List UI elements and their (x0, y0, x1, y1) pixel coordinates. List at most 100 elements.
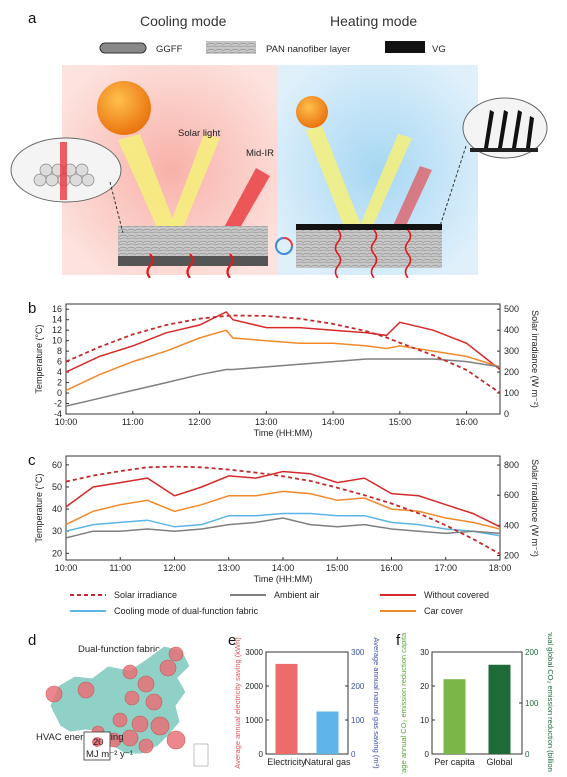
y-left-tick-label: 8 (57, 346, 62, 356)
mid-ir-label: Mid-IR (246, 148, 274, 159)
solar-beam-heating-3 (392, 166, 432, 230)
y-left-tick-label: 4 (57, 367, 62, 377)
y-left-tick-label: 10 (52, 336, 62, 346)
y-right-tick-label: 300 (351, 648, 365, 657)
series-line-without-covered (65, 470, 501, 528)
y-right-tick-label: 100 (351, 716, 365, 725)
x-axis-label: Time (HH:MM) (254, 428, 313, 438)
cooling-fabric (118, 226, 268, 256)
y-left-axis-label: Temperature (°C) (34, 473, 44, 542)
y-left-tick-label: 1000 (245, 716, 263, 725)
series-line-ambient-air (65, 358, 501, 407)
vg-swatch (385, 41, 425, 53)
legend-bc: Solar irradiance Ambient air Without cover… (70, 590, 489, 616)
sun-icon-heating (296, 96, 328, 128)
x-tick-label: 14:00 (272, 563, 295, 573)
ggff-label: GGFF (156, 44, 183, 55)
chart-c: 20 30 40 50 60 200 400 600 800 10:00 11:00 12:00 13:… (34, 455, 540, 584)
legend-label: Ambient air (274, 590, 320, 600)
y-left-tick-label: 14 (52, 315, 62, 325)
y-right-tick-label: 600 (504, 490, 519, 500)
series-line-solar-irradiance (65, 465, 501, 555)
y-left-tick-label: -4 (54, 409, 62, 419)
solar-beam-heating (306, 126, 362, 232)
y-right-tick-label: 0 (525, 750, 530, 759)
solar-light-label: Solar light (178, 128, 221, 139)
ggff-swatch (99, 42, 147, 54)
series-line-cooling-mode-of-dual-function-fabric (65, 512, 501, 537)
panel-b-letter: b (28, 300, 37, 317)
y-right-tick-label: 200 (504, 367, 519, 377)
y-right-axis-label: Solar irradiance (W m⁻²) (530, 310, 540, 408)
y-right-tick-label: 400 (504, 325, 519, 335)
x-tick-label: 18:00 (489, 563, 512, 573)
bar-category-label: Natural gas (304, 757, 351, 767)
x-tick-label: 15:00 (326, 563, 349, 573)
panel-d-map: Dual-function fabric HVAC energy saving … (36, 644, 209, 767)
plot-frame (65, 303, 501, 415)
panel-f-letter: f (396, 632, 401, 649)
y-left-tick-label: 60 (52, 460, 62, 470)
y-left-tick-label: 10 (420, 716, 429, 725)
y-left-tick-label: 30 (420, 648, 429, 657)
bar-electricity (275, 663, 298, 754)
x-tick-label: 16:00 (380, 563, 403, 573)
map-inset (193, 743, 209, 767)
x-axis-label: Time (HH:MM) (254, 574, 313, 584)
y-left-tick-label: 2 (57, 378, 62, 388)
sun-icon-cooling (97, 81, 151, 135)
y-right-tick-label: 0 (351, 750, 356, 759)
y-right-tick-label: 400 (504, 520, 519, 530)
bar-per-capita (443, 679, 466, 754)
y-left-tick-label: 6 (57, 357, 62, 367)
series-line-without-covered (65, 310, 501, 373)
x-tick-label: 12:00 (163, 563, 186, 573)
y-left-tick-label: 20 (420, 682, 429, 691)
bar-category-label: Global (486, 757, 512, 767)
legend-label: Without covered (424, 590, 489, 600)
chart-f: 0 10 20 30 0 100 200 Per capita Global Average an… (399, 632, 555, 774)
y-left-tick-label: 2000 (245, 682, 263, 691)
panel-a-letter: a (28, 10, 37, 27)
y-left-tick-label: 0 (259, 750, 264, 759)
map-legend-title: HVAC energy saving (36, 732, 123, 743)
y-left-tick-label: -2 (54, 399, 62, 409)
series-line-car-cover (65, 329, 501, 392)
ggff-ir-beam (60, 142, 67, 200)
x-tick-label: 10:00 (55, 563, 78, 573)
x-tick-label: 13:00 (217, 563, 240, 573)
y-right-axis-label: Average annual natural gas saving (m³) (372, 637, 381, 769)
panel-c-letter: c (28, 452, 36, 469)
vg-flakes (484, 110, 534, 148)
panel-e-letter: e (228, 632, 237, 649)
x-tick-label: 12:00 (188, 417, 211, 427)
solar-beam-cooling (118, 134, 176, 234)
panel-d-letter: d (28, 632, 37, 649)
solar-beam-reflect-cooling (168, 134, 220, 230)
map-legend-unit: MJ m⁻² y⁻¹ (86, 749, 133, 760)
y-right-tick-label: 200 (504, 550, 519, 560)
y-right-tick-label: 100 (504, 388, 519, 398)
panel-a-schematic: GGFF PAN nanofiber layer VG Solar light … (10, 41, 548, 278)
y-left-axis-label: Average annual CO₂ emission reduction ca… (399, 632, 408, 774)
bar-category-label: Per capita (434, 757, 475, 767)
y-left-tick-label: 12 (52, 325, 62, 335)
x-tick-label: 15:00 (389, 417, 412, 427)
x-tick-label: 13:00 (255, 417, 278, 427)
x-tick-label: 16:00 (455, 417, 478, 427)
map-legend-value: 20 (93, 737, 104, 748)
heating-mode-title: Heating mode (330, 13, 418, 29)
series-line-solar-irradiance (65, 314, 501, 394)
legend-label: Car cover (424, 606, 463, 616)
y-right-axis-label: Solar irradiance (W m⁻²) (530, 459, 540, 557)
legend-label: Cooling mode of dual-function fabric (114, 606, 259, 616)
solar-beam-heating-2 (358, 134, 412, 230)
pan-label: PAN nanofiber layer (266, 44, 350, 55)
bar-global (488, 664, 511, 754)
y-left-tick-label: 50 (52, 482, 62, 492)
series-line-ambient-air (65, 517, 501, 539)
y-left-axis-label: Average annual electricity saving (kWh) (233, 637, 242, 769)
legend-label: Solar irradiance (114, 590, 177, 600)
y-right-tick-label: 100 (525, 699, 539, 708)
